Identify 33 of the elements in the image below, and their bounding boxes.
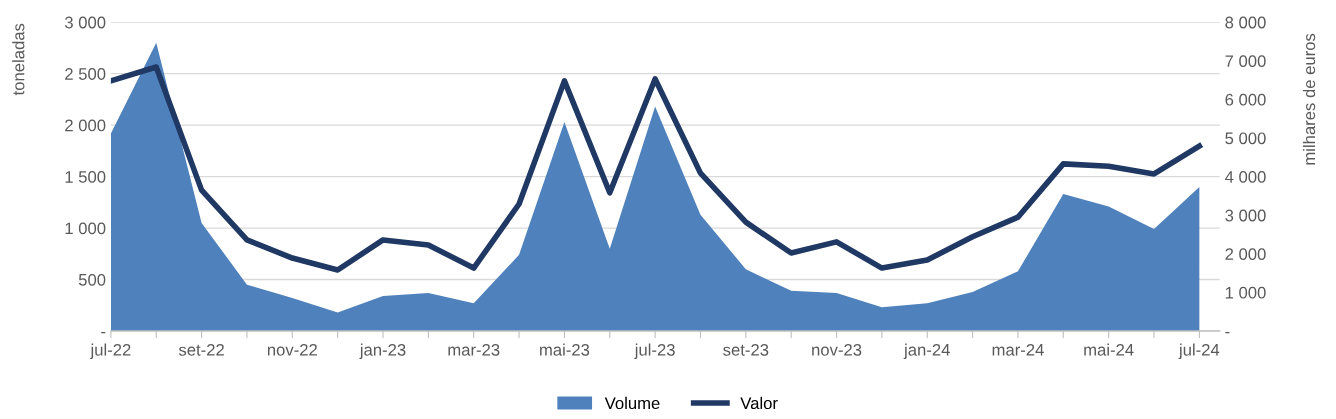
- y-tick-label: 3 000: [64, 16, 106, 29]
- y2-tick-label: 1 000: [1225, 286, 1266, 299]
- legend-label: Volume: [604, 396, 660, 410]
- y-tick-label: 500: [78, 273, 106, 286]
- x-tick-label: set-22: [178, 343, 224, 356]
- x-tick-label: nov-22: [267, 343, 317, 356]
- y-tick-label: 2 000: [65, 119, 106, 132]
- x-tick-label: mar-23: [448, 343, 500, 356]
- y2-tick-label: 8 000: [1225, 16, 1266, 29]
- x-tick-label: jul-23: [634, 343, 675, 360]
- y2-tick-label: 3 000: [1225, 209, 1266, 222]
- x-tick-label: set-23: [723, 343, 769, 356]
- y-tick-label: 1 500: [65, 171, 106, 183]
- x-tick-label: jan-23: [359, 343, 406, 360]
- y-axis-title: toneladas: [12, 23, 25, 96]
- y2-tick-label: 7 000: [1225, 55, 1266, 68]
- y2-tick-label: 5 000: [1225, 132, 1266, 145]
- x-tick-label: nov-23: [812, 343, 862, 356]
- y-tick-label: -: [101, 331, 106, 334]
- y2-axis-title: milhares de euros: [1302, 33, 1316, 165]
- y2-tick-label: 6 000: [1225, 93, 1266, 106]
- legend-label: Valor: [740, 396, 778, 410]
- x-tick-label: jul-24: [1178, 343, 1220, 360]
- x-tick-label: jul-22: [90, 343, 131, 360]
- x-tick-label: mai-24: [1084, 343, 1134, 356]
- x-tick-label: mar-24: [992, 343, 1044, 356]
- y2-tick-label: 2 000: [1225, 248, 1266, 261]
- y2-tick-label: -: [1225, 331, 1230, 334]
- y-tick-label: 1 000: [65, 222, 106, 235]
- y-tick-label: 2 500: [65, 68, 106, 80]
- x-tick-label: mai-23: [540, 343, 590, 356]
- x-tick-label: jan-24: [903, 343, 950, 360]
- y2-tick-label: 4 000: [1225, 171, 1266, 183]
